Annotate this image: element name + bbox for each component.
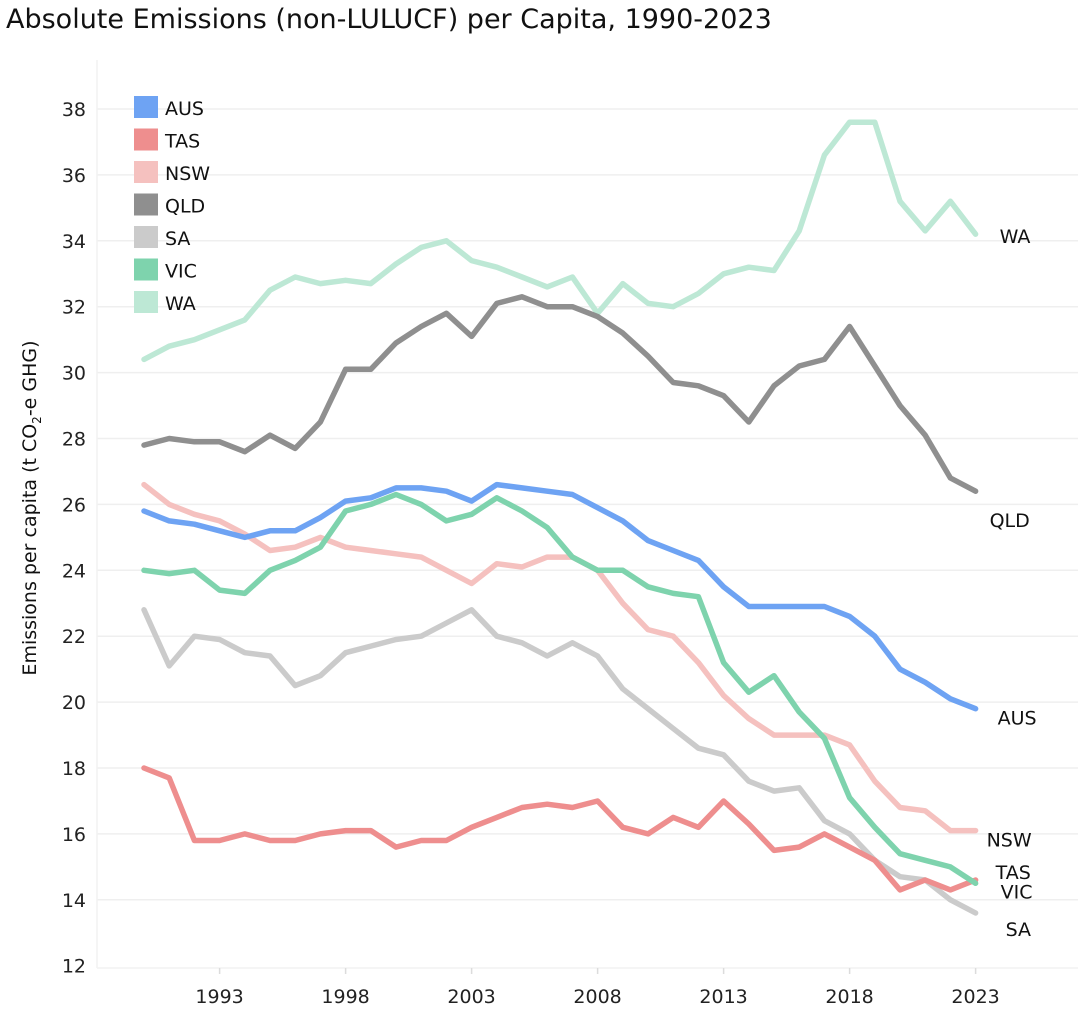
y-tick-label: 12	[62, 956, 86, 978]
series-line-sa	[141, 607, 979, 916]
chart-title: Absolute Emissions (non-LULUCF) per Capi…	[6, 4, 772, 35]
y-tick-label: 26	[62, 494, 86, 516]
end-label-sa: SA	[1006, 919, 1031, 941]
legend-label-aus: AUS	[165, 98, 204, 120]
x-tick-label: 2023	[951, 986, 999, 1008]
y-axis-label: Emissions per capita (t CO2-e GHG)	[19, 340, 44, 675]
end-label-aus: AUS	[998, 708, 1037, 730]
end-label-wa: WA	[1000, 226, 1031, 248]
y-tick-labels: 12 14 16 18 20 22 24 26 28 30 32 34 36 38	[62, 99, 86, 978]
x-tick-label: 2008	[573, 986, 621, 1008]
series-line-tas	[141, 765, 979, 893]
y-tick-label: 30	[62, 363, 86, 385]
y-tick-label: 24	[62, 560, 86, 582]
x-tick-labels: 1993 1998 2003 2008 2013 2018 2023	[195, 968, 1000, 1008]
y-axis-label-prefix: Emissions per capita (t CO	[19, 424, 41, 676]
legend-label-tas: TAS	[164, 131, 200, 153]
series-end-labels: AUS TAS NSW QLD SA VIC WA	[987, 226, 1037, 941]
x-tick-label: 2018	[825, 986, 873, 1008]
legend-swatch-sa	[134, 226, 158, 248]
legend-label-vic: VIC	[165, 261, 197, 283]
y-tick-label: 14	[62, 890, 86, 912]
legend-swatch-tas	[134, 128, 158, 151]
legend-swatch-wa	[134, 291, 158, 313]
end-label-vic: VIC	[1001, 881, 1033, 903]
series-lines	[141, 119, 979, 916]
y-tick-label: 28	[62, 429, 86, 451]
end-label-tas: TAS	[995, 862, 1031, 884]
y-tick-label: 38	[62, 99, 86, 121]
series-line-nsw	[141, 481, 979, 834]
x-tick-label: 2003	[447, 986, 495, 1008]
legend-swatch-aus	[134, 96, 158, 118]
x-tick-label: 1998	[321, 986, 369, 1008]
legend-label-sa: SA	[165, 228, 190, 250]
legend-swatch-nsw	[134, 161, 158, 183]
y-tick-label: 18	[62, 758, 86, 780]
legend-label-qld: QLD	[165, 196, 205, 218]
end-label-nsw: NSW	[987, 830, 1032, 852]
legend-swatch-qld	[134, 193, 158, 216]
legend-label-wa: WA	[165, 293, 196, 315]
legend-swatch-vic	[134, 258, 158, 281]
series-line-wa	[141, 119, 979, 363]
series-line-aus	[141, 481, 979, 712]
y-tick-label: 36	[62, 165, 86, 187]
series-line-qld	[141, 294, 979, 494]
y-tick-label: 22	[62, 626, 86, 648]
y-axis-label-subscript: 2	[30, 416, 44, 424]
legend-label-nsw: NSW	[165, 163, 210, 185]
axes	[96, 60, 1078, 969]
y-tick-label: 32	[62, 297, 86, 319]
end-label-qld: QLD	[990, 510, 1030, 532]
x-tick-label: 1993	[195, 986, 243, 1008]
y-tick-label: 20	[62, 692, 86, 714]
legend: AUS TAS NSW QLD SA VIC WA	[134, 96, 210, 315]
y-tick-label: 16	[62, 824, 86, 846]
series-line-vic	[141, 491, 979, 887]
y-axis-label-suffix: -e GHG)	[19, 340, 41, 416]
y-tick-label: 34	[62, 231, 86, 253]
x-tick-label: 2013	[699, 986, 747, 1008]
